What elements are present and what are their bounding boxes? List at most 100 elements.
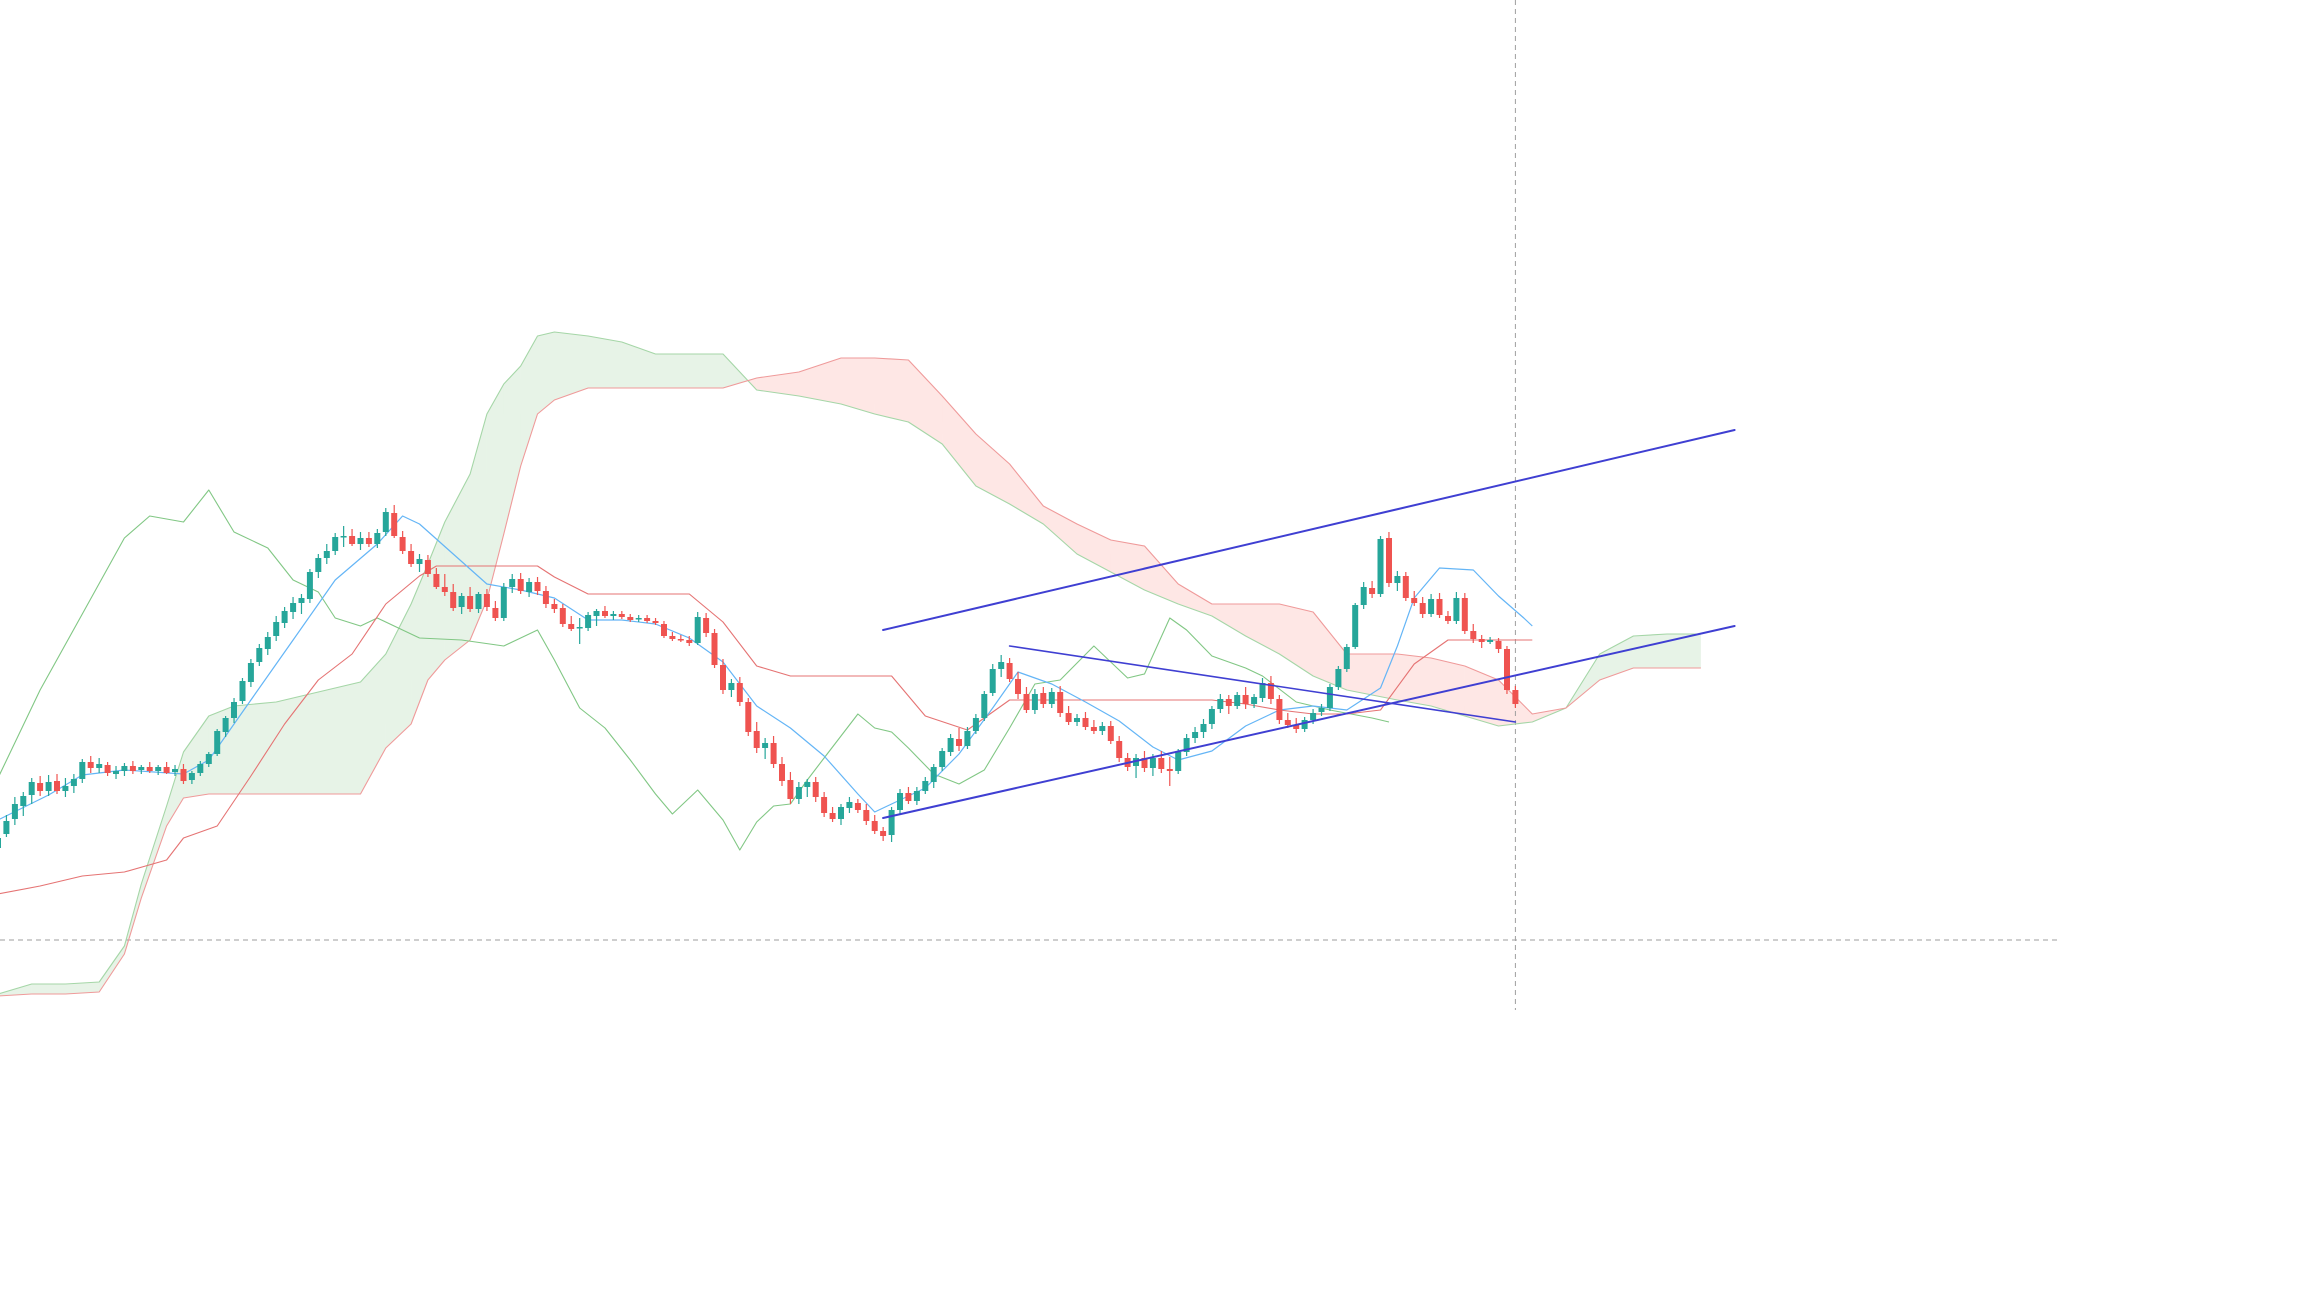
candle — [880, 827, 887, 841]
candle — [1487, 637, 1494, 644]
candle-body — [922, 781, 929, 791]
candle-body — [20, 796, 27, 806]
candle-body — [11, 804, 18, 819]
candle — [804, 779, 811, 797]
candle — [239, 678, 246, 704]
candle — [871, 815, 878, 834]
cloud-segment-bull — [723, 354, 748, 388]
candle-body — [28, 782, 35, 795]
candle-body — [1470, 631, 1477, 639]
candle — [11, 797, 18, 825]
candle-body — [1461, 598, 1468, 631]
candle-body — [113, 771, 119, 774]
candle — [753, 722, 760, 753]
cloud-segment-bear — [1178, 584, 1212, 616]
candle — [273, 616, 280, 641]
cloud-segment-bear — [841, 358, 875, 414]
candle-body — [888, 810, 895, 835]
candle — [1015, 672, 1021, 699]
candle-body — [1208, 709, 1215, 724]
cloud-segment-bear — [756, 372, 799, 396]
candle-body — [1394, 576, 1401, 583]
candle — [1343, 644, 1350, 672]
candle — [3, 815, 10, 837]
candle-body — [989, 669, 996, 693]
candle-body — [669, 636, 676, 639]
candle — [551, 599, 558, 613]
candle-body — [155, 767, 162, 771]
candle-body — [1149, 758, 1156, 768]
cloud-segment-bear — [1245, 604, 1280, 654]
candle — [821, 792, 828, 817]
trendline[interactable] — [882, 429, 1736, 631]
candle-body — [905, 793, 912, 801]
candle-body — [1335, 669, 1342, 687]
candle-body — [408, 551, 415, 564]
candle — [1200, 719, 1207, 738]
candle — [155, 765, 162, 775]
cloud-segment-bear — [1279, 604, 1314, 676]
cloud-segment-bull — [537, 332, 555, 414]
candle — [129, 761, 136, 774]
candle — [458, 593, 465, 614]
candle-body — [677, 639, 684, 641]
candle-body — [1377, 539, 1384, 594]
cloud-segment-bull — [588, 336, 622, 388]
candle — [947, 734, 954, 756]
candle-body — [315, 558, 322, 572]
candle — [306, 569, 313, 603]
candle-body — [483, 594, 490, 607]
candle — [509, 574, 516, 593]
candle-body — [1006, 663, 1013, 679]
candle — [720, 659, 726, 694]
cloud-segment-bull — [208, 706, 234, 794]
candle-body — [306, 572, 313, 599]
candle-body — [37, 783, 44, 791]
candle-body — [433, 574, 440, 587]
candle-body — [635, 618, 642, 620]
candle-body — [1116, 741, 1123, 758]
cloud-segment-bear — [798, 358, 841, 404]
candle — [408, 544, 415, 567]
candle-body — [129, 766, 136, 771]
candle-body — [0, 838, 1, 848]
candle-body — [1428, 599, 1435, 614]
candle — [79, 759, 86, 783]
candle — [1495, 638, 1502, 653]
candle — [534, 577, 541, 595]
candle-body — [3, 821, 10, 834]
candle — [121, 763, 128, 776]
trendline-drawings[interactable] — [882, 429, 1736, 819]
candle-body — [972, 718, 979, 731]
trendline[interactable] — [882, 625, 1736, 819]
candle — [357, 532, 364, 550]
candle-body — [1326, 687, 1333, 708]
candle — [1461, 593, 1468, 634]
candle-body — [1175, 752, 1182, 771]
cloud-segment-bull — [99, 946, 125, 992]
candle — [433, 568, 440, 589]
candle-body — [1192, 732, 1199, 738]
candle-body — [585, 615, 592, 628]
trendline[interactable] — [1008, 645, 1517, 723]
candle-body — [146, 767, 153, 771]
candle — [1133, 754, 1139, 778]
candle — [711, 629, 718, 668]
candle-body — [1200, 724, 1207, 732]
candle — [593, 609, 600, 626]
candle — [787, 772, 794, 804]
candle-body — [62, 786, 69, 791]
candle-body — [602, 611, 608, 616]
candle-body — [163, 767, 170, 773]
candle — [1234, 692, 1241, 709]
candle — [854, 799, 861, 813]
cloud-segment-bull — [503, 366, 521, 534]
candle — [197, 761, 204, 776]
candle — [1470, 624, 1477, 643]
candle — [298, 594, 305, 614]
candle-body — [1183, 738, 1190, 752]
candle-body — [1352, 605, 1359, 647]
candle — [812, 777, 819, 802]
